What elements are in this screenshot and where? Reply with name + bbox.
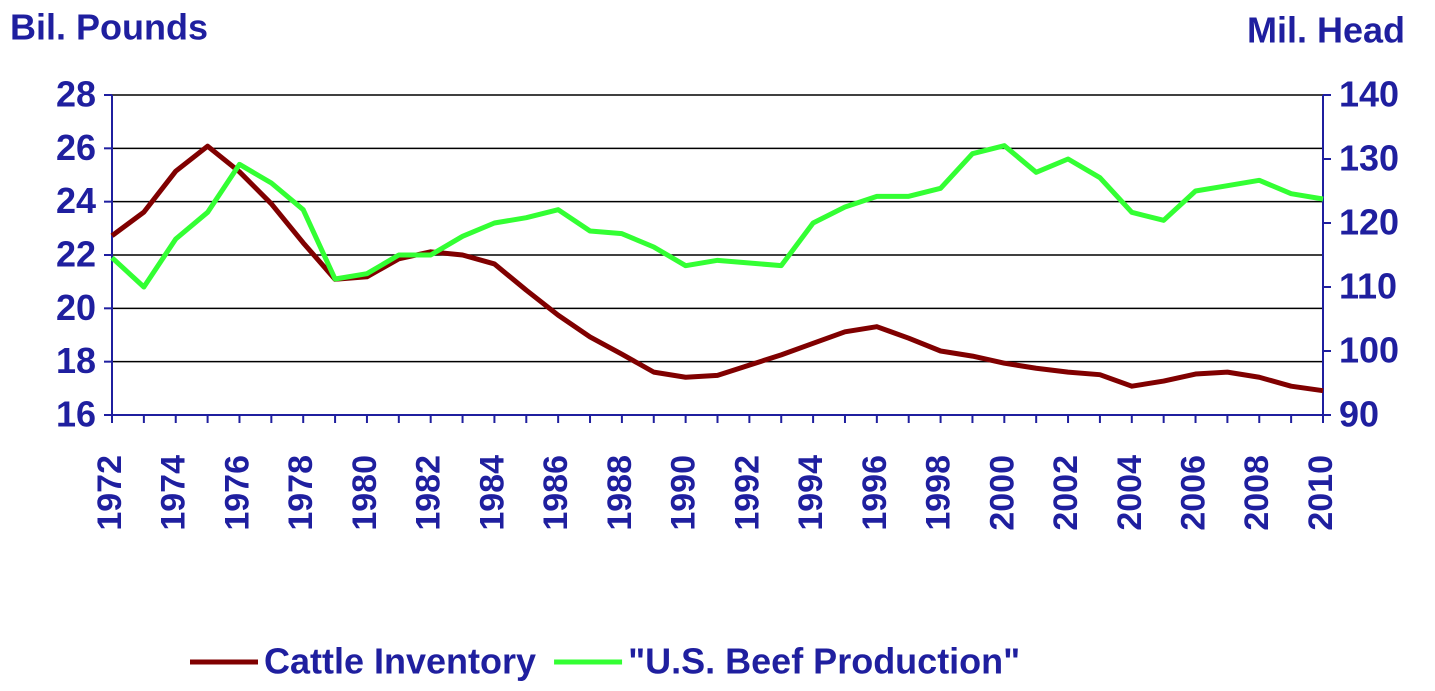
- y2-tick-label: 130: [1339, 138, 1399, 179]
- y2-tick-label: 110: [1339, 266, 1397, 307]
- x-tick-label: 1978: [282, 455, 320, 531]
- x-tick-label: 2010: [1302, 455, 1340, 531]
- x-tick-label: 1992: [728, 455, 766, 531]
- y-tick-label: 24: [56, 180, 96, 221]
- x-tick-label: 1994: [792, 455, 830, 531]
- x-tick-label: 1974: [155, 455, 193, 531]
- x-tick-label: 2000: [983, 455, 1021, 531]
- y2-tick-label: 90: [1339, 394, 1379, 435]
- x-tick-label: 1986: [537, 455, 575, 531]
- y-tick-label: 20: [56, 287, 96, 328]
- y2-tick-label: 140: [1339, 74, 1399, 115]
- x-tick-label: 2006: [1175, 455, 1213, 531]
- x-tick-label: 1972: [91, 455, 129, 531]
- y2-axis-label: Mil. Head: [1247, 10, 1405, 51]
- y-tick-label: 22: [56, 234, 96, 275]
- y2-tick-label: 100: [1339, 330, 1399, 371]
- x-tick-label: 1982: [410, 455, 448, 531]
- y2-tick-label: 120: [1339, 202, 1399, 243]
- legend-label: Cattle Inventory: [264, 641, 536, 682]
- series-line: [110, 143, 1324, 290]
- x-tick-label: 1976: [218, 455, 256, 531]
- series-line: [110, 143, 1324, 394]
- x-tick-label: 2002: [1047, 455, 1085, 531]
- y-tick-label: 18: [56, 340, 96, 381]
- x-tick-label: 1988: [601, 455, 639, 531]
- legend-label: "U.S. Beef Production": [628, 641, 1020, 682]
- x-tick-label: 1996: [856, 455, 894, 531]
- y-tick-label: 28: [56, 74, 96, 115]
- x-tick-label: 2004: [1111, 455, 1149, 531]
- x-tick-label: 2008: [1238, 455, 1276, 531]
- y-axis-label: Bil. Pounds: [10, 7, 208, 48]
- x-tick-label: 1984: [473, 455, 511, 531]
- x-tick-label: 1990: [665, 455, 703, 531]
- y-tick-label: 26: [56, 127, 96, 168]
- y-tick-label: 16: [56, 394, 96, 435]
- x-tick-label: 1980: [346, 455, 384, 531]
- x-tick-label: 1998: [920, 455, 958, 531]
